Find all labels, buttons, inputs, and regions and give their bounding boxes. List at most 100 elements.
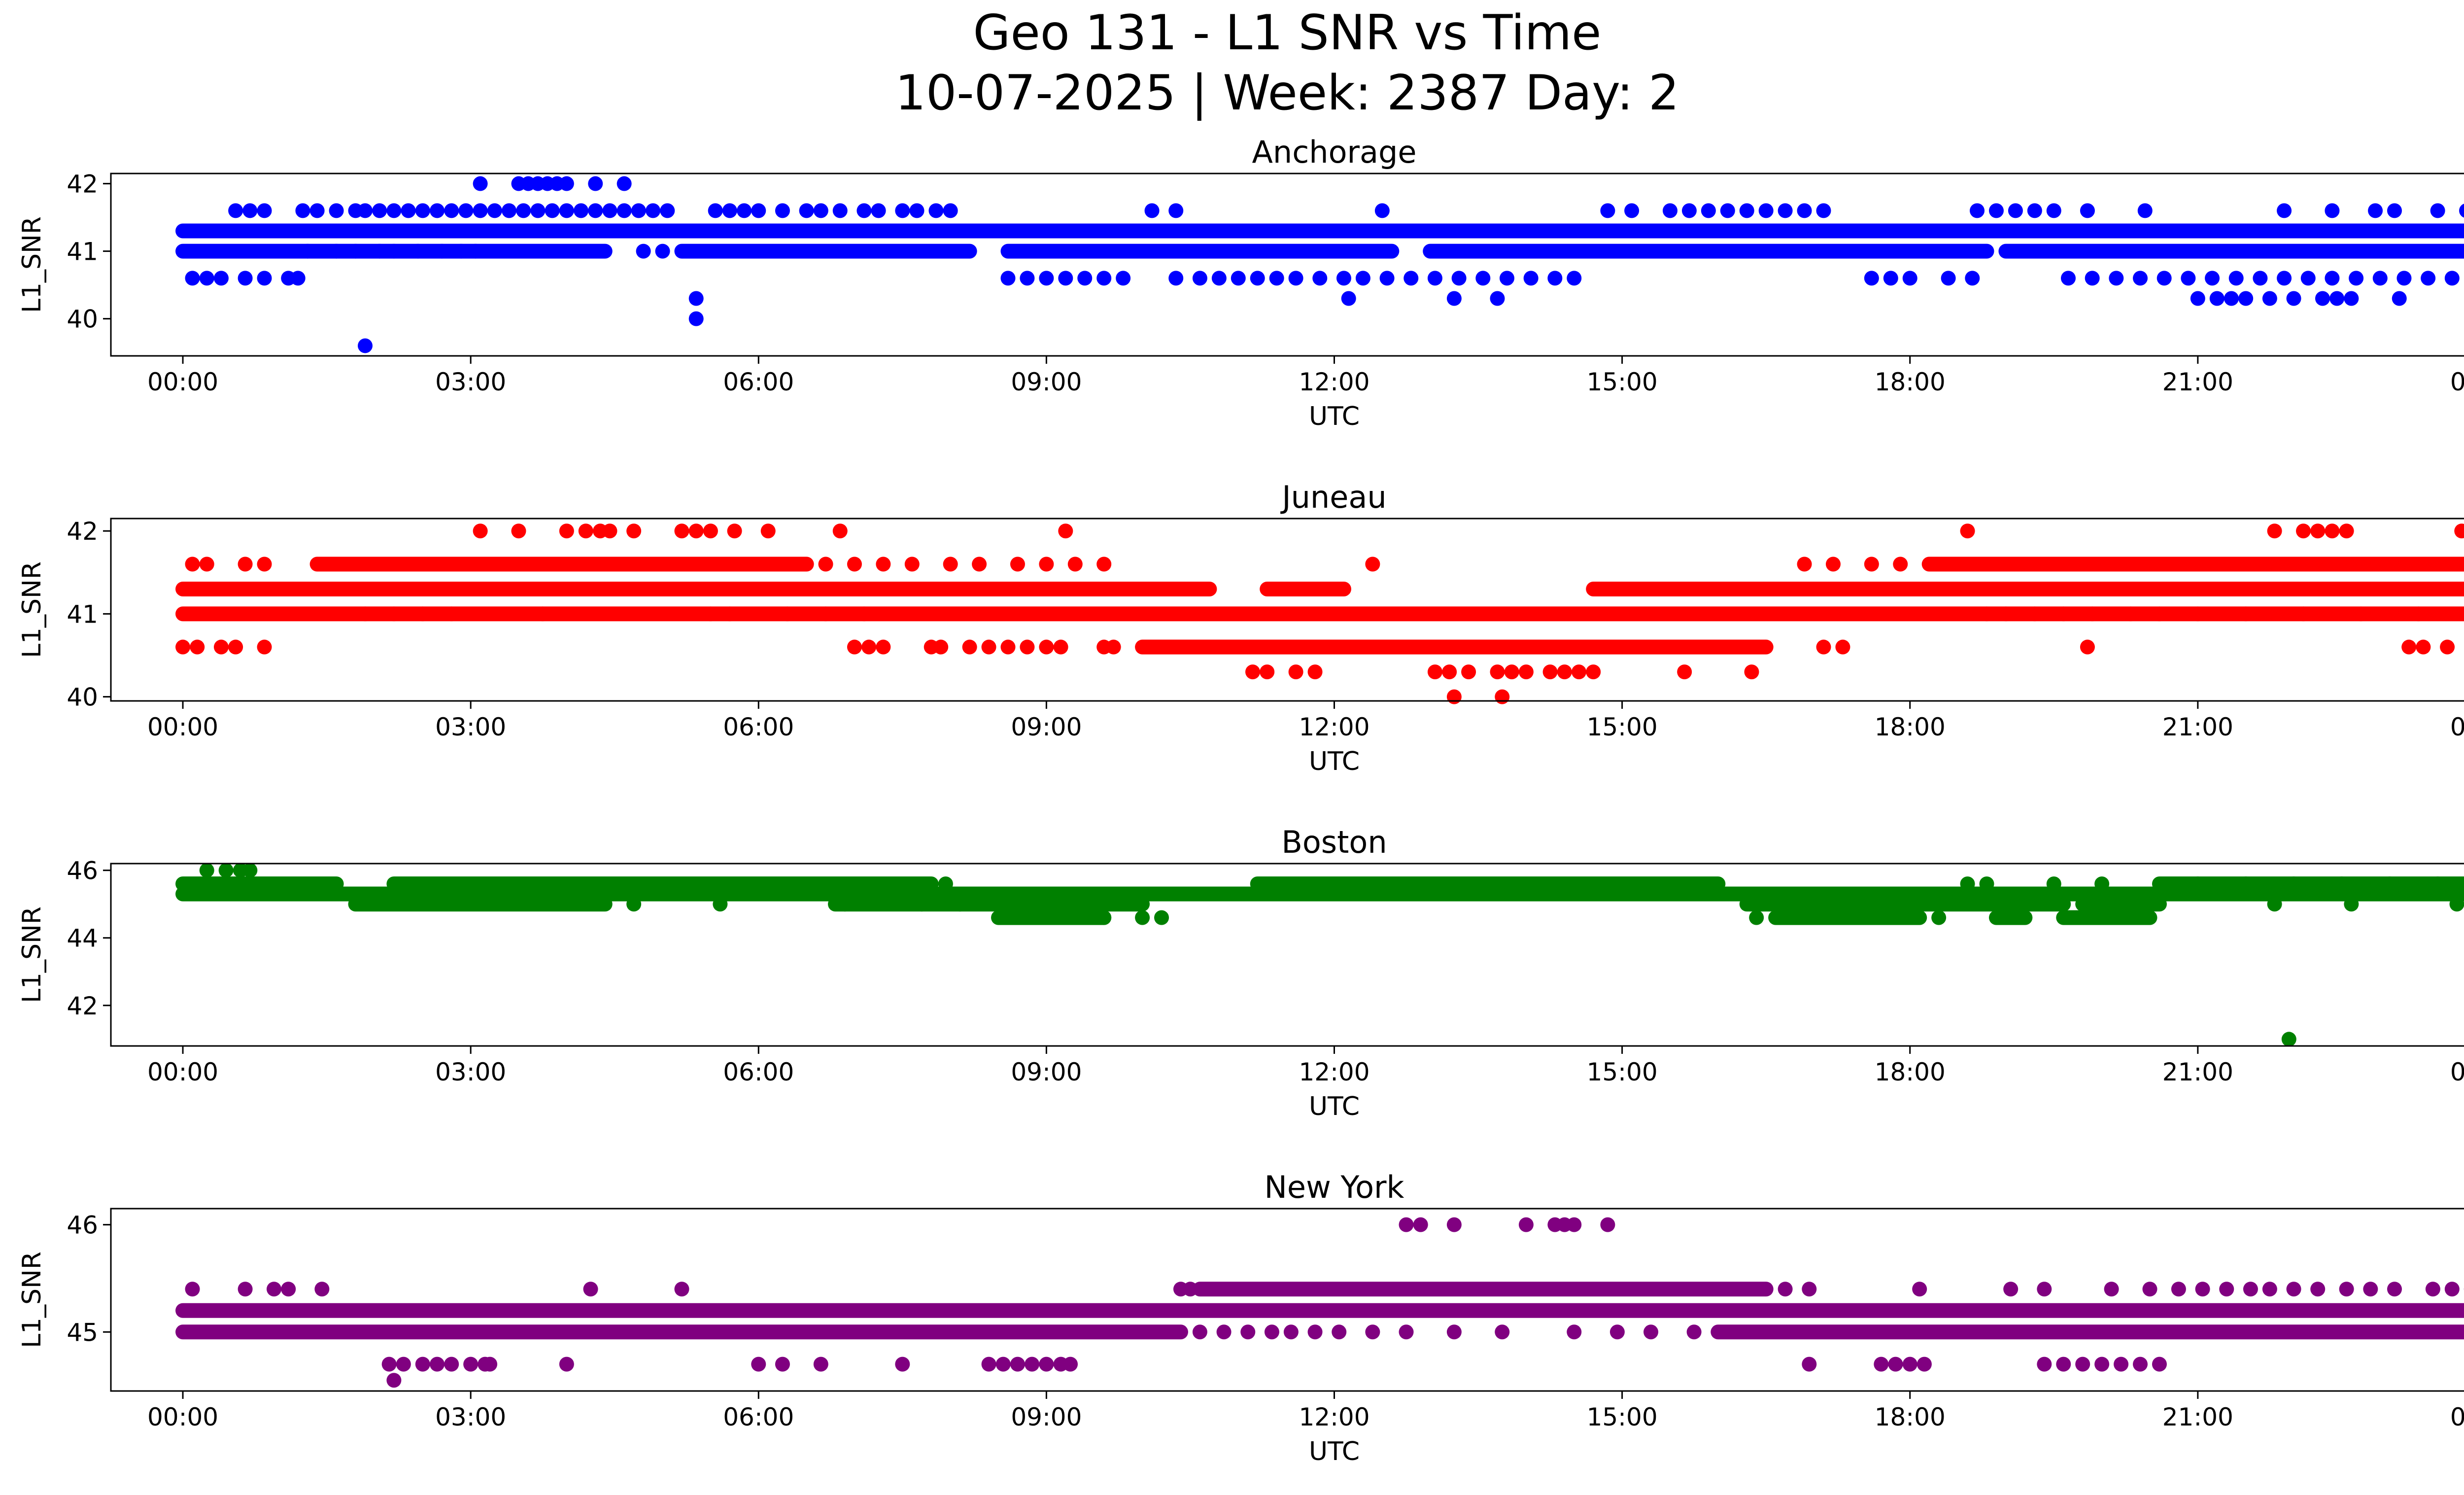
data-point — [602, 203, 617, 218]
data-point — [2142, 1282, 2157, 1297]
data-point — [1365, 1324, 1380, 1340]
data-band — [1711, 1324, 2464, 1340]
data-point — [1916, 1356, 1932, 1372]
data-point — [1067, 556, 1083, 572]
data-band — [828, 897, 1150, 912]
data-point — [1547, 271, 1563, 286]
figure-title-line1: Geo 131 - L1 SNR vs Time — [973, 5, 1602, 61]
x-tick-label: 21:00 — [2162, 1058, 2233, 1086]
data-point — [1965, 271, 1980, 286]
data-point — [482, 1356, 498, 1372]
data-point — [1495, 1324, 1510, 1340]
data-point — [2037, 1282, 2052, 1297]
data-point — [1802, 1282, 1817, 1297]
data-point — [1250, 271, 1265, 286]
x-tick-label: 12:00 — [1299, 713, 1369, 741]
y-tick-label: 42 — [67, 170, 98, 199]
data-point — [2085, 271, 2100, 286]
data-band — [1739, 897, 2071, 912]
data-point — [1864, 556, 1879, 572]
x-tick-label: 15:00 — [1587, 713, 1658, 741]
data-point — [818, 556, 833, 572]
data-point — [981, 1356, 996, 1372]
data-point — [2137, 203, 2153, 218]
data-point — [1490, 664, 1505, 680]
x-tick-label: 00:00 — [147, 713, 218, 741]
data-point — [2353, 606, 2368, 622]
data-point — [2109, 271, 2124, 286]
data-point — [535, 606, 550, 622]
data-point — [257, 203, 272, 218]
data-point — [1307, 1324, 1323, 1340]
data-point — [2008, 203, 2023, 218]
x-tick-label: 09:00 — [1011, 1403, 1082, 1431]
data-point — [2315, 291, 2330, 306]
data-point — [2349, 271, 2364, 286]
data-point — [1979, 606, 1994, 622]
data-point — [1039, 639, 1054, 655]
data-point — [703, 606, 718, 622]
x-tick-label: 18:00 — [1875, 368, 1946, 396]
data-point — [1542, 664, 1558, 680]
data-point — [1403, 271, 1419, 286]
data-point — [2411, 606, 2426, 622]
data-point — [1413, 1217, 1428, 1232]
data-point — [751, 1356, 766, 1372]
data-point — [578, 523, 593, 539]
data-point — [2387, 1282, 2402, 1297]
data-point — [602, 523, 617, 539]
data-point — [1216, 1324, 1232, 1340]
data-band — [175, 1303, 2464, 1318]
data-point — [1744, 664, 1759, 680]
series-points — [175, 523, 2464, 704]
data-point — [2228, 271, 2244, 286]
data-band — [674, 243, 977, 259]
data-point — [2281, 1032, 2296, 1047]
data-point — [2444, 271, 2460, 286]
data-point — [2430, 203, 2445, 218]
data-point — [2277, 203, 2292, 218]
data-point — [2190, 876, 2205, 892]
data-point — [2416, 639, 2431, 655]
y-axis-label: L1_SNR — [17, 906, 47, 1003]
data-point — [1893, 556, 1908, 572]
data-point — [1427, 271, 1442, 286]
data-point — [185, 1282, 200, 1297]
data-point — [381, 1356, 397, 1372]
data-band — [175, 1324, 1188, 1340]
data-point — [1020, 639, 1035, 655]
data-point — [2267, 523, 2282, 539]
data-point — [861, 639, 877, 655]
x-tick-label: 06:00 — [723, 713, 794, 741]
data-point — [626, 897, 642, 912]
data-band — [2056, 910, 2157, 925]
data-point — [856, 606, 872, 622]
data-point — [1778, 203, 1793, 218]
y-tick-label: 41 — [67, 238, 98, 266]
data-point — [2329, 291, 2345, 306]
x-tick-label: 18:00 — [1875, 1403, 1946, 1431]
data-band — [175, 876, 344, 892]
data-point — [2425, 1282, 2440, 1297]
x-tick-label: 06:00 — [723, 1058, 794, 1086]
data-point — [1888, 1356, 1903, 1372]
series-points — [175, 863, 2464, 1047]
data-point — [2392, 291, 2407, 306]
data-point — [2056, 1356, 2071, 1372]
data-point — [2156, 271, 2172, 286]
y-tick-label: 40 — [67, 305, 98, 334]
data-band — [991, 910, 1112, 925]
data-point — [703, 523, 718, 539]
data-point — [530, 203, 546, 218]
data-point — [1135, 910, 1150, 925]
x-tick-label: 09:00 — [1011, 713, 1082, 741]
data-point — [2430, 876, 2445, 892]
data-band — [2075, 897, 2167, 912]
x-tick-label: 00:00 — [2450, 713, 2464, 741]
data-band — [175, 581, 1217, 596]
data-point — [1643, 1324, 1659, 1340]
data-point — [190, 639, 205, 655]
data-point — [314, 1282, 330, 1297]
panel-title: Juneau — [1280, 479, 1386, 515]
